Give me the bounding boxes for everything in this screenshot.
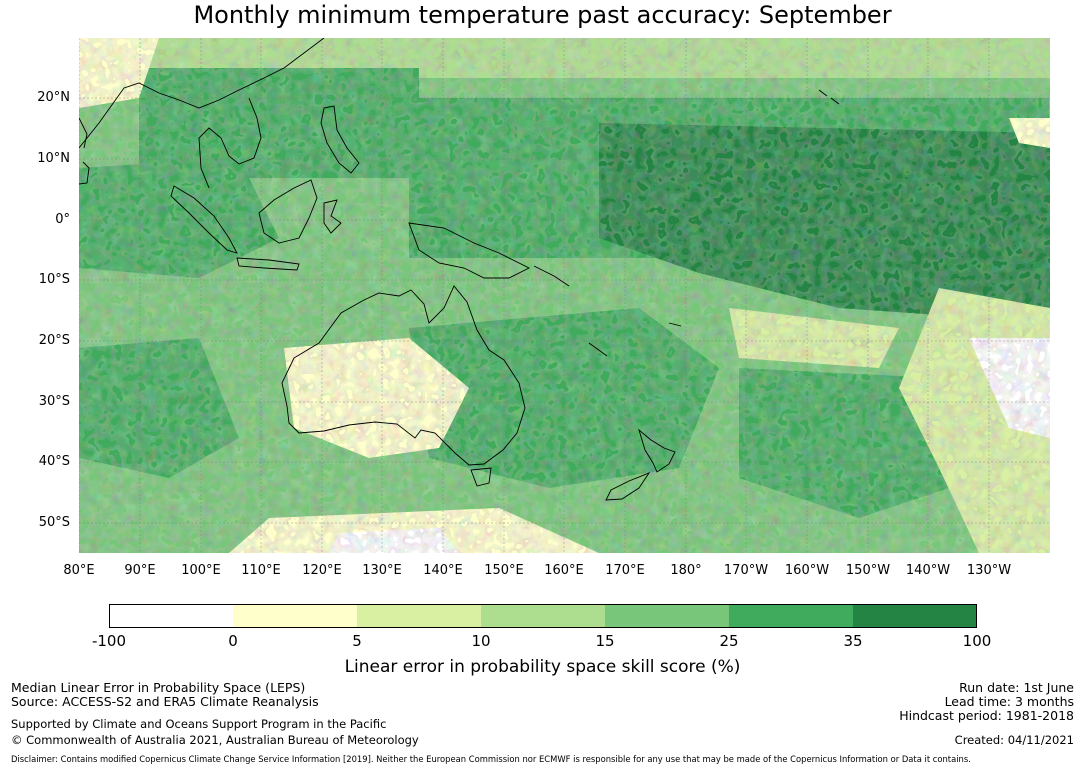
lon-label-110e: 110°E <box>241 563 281 578</box>
coastline-java <box>236 257 300 271</box>
lon-label-150w: 150°W <box>845 563 891 578</box>
coastline-fiji <box>668 322 682 327</box>
colorbar-tick-10: 10 <box>471 632 491 650</box>
lon-label-170w: 170°W <box>723 563 769 578</box>
coastline-hawaii <box>818 89 840 105</box>
lon-label-130w: 130°W <box>966 563 1012 578</box>
coastline-sumatra <box>170 185 238 254</box>
colorbar-segment-1 <box>109 604 233 628</box>
footer-copyright: © Commonwealth of Australia 2021, Austra… <box>11 733 419 747</box>
coastline-tasmania <box>470 467 492 487</box>
footer-disclaimer: Disclaimer: Contains modified Copernicus… <box>11 754 971 764</box>
lon-label-130e: 130°E <box>362 563 402 578</box>
colorbar-segment-2 <box>233 604 357 628</box>
lon-label-140e: 140°E <box>423 563 463 578</box>
lon-label-90e: 90°E <box>124 563 156 578</box>
footer-source: Source: ACCESS-S2 and ERA5 Climate Reana… <box>11 694 319 709</box>
colorbar-tick-5: 5 <box>352 632 362 650</box>
colorbar-segment-7 <box>853 604 977 628</box>
lat-label-equator: 0° <box>55 212 70 227</box>
lat-label-50s: 50°S <box>38 515 70 530</box>
lon-label-160w: 160°W <box>784 563 830 578</box>
colorbar-tick-15: 15 <box>595 632 615 650</box>
coastline-australia <box>281 285 526 466</box>
lat-label-30s: 30°S <box>38 394 70 409</box>
coastline-new-guinea <box>408 222 531 279</box>
lon-label-180: 180° <box>670 563 702 578</box>
lon-label-160e: 160°E <box>544 563 584 578</box>
colorbar-segment-3 <box>357 604 481 628</box>
coastline-borneo <box>258 179 318 244</box>
lon-label-140w: 140°W <box>905 563 951 578</box>
coastline-sulawesi <box>323 199 342 234</box>
lon-label-80e: 80°E <box>63 563 95 578</box>
coastline-sri-lanka <box>79 161 90 185</box>
coastline-india <box>79 117 88 149</box>
coastline-new-caledonia <box>588 342 608 357</box>
coastline-solomons <box>533 265 570 287</box>
colorbar-tick-minus-100: -100 <box>91 632 127 650</box>
colorbar <box>109 604 977 628</box>
coastline-indochina <box>79 38 325 189</box>
colorbar-segment-6 <box>729 604 853 628</box>
lon-label-170e: 170°E <box>605 563 645 578</box>
colorbar-segment-4 <box>481 604 605 628</box>
footer-run-date: Run date: 1st June <box>959 680 1074 695</box>
colorbar-segment-5 <box>605 604 729 628</box>
footer-lead-time: Lead time: 3 months <box>944 694 1074 709</box>
colorbar-tick-35: 35 <box>843 632 863 650</box>
footer-hindcast: Hindcast period: 1981-2018 <box>899 708 1074 723</box>
coastlines <box>79 38 840 501</box>
lat-label-10s: 10°S <box>38 272 70 287</box>
colorbar-tick-0: 0 <box>228 632 238 650</box>
gridlines <box>79 38 1050 553</box>
lon-label-100e: 100°E <box>181 563 221 578</box>
colorbar-tick-25: 25 <box>719 632 739 650</box>
lat-label-10n: 10°N <box>37 151 70 166</box>
skill-field <box>79 38 1050 553</box>
colorbar-tick-100: 100 <box>962 632 992 650</box>
coastline-philippines <box>320 105 360 174</box>
skill-score-map <box>79 38 1050 553</box>
lon-label-150e: 150°E <box>484 563 524 578</box>
footer-created: Created: 04/11/2021 <box>954 733 1074 747</box>
lat-label-20s: 20°S <box>38 333 70 348</box>
lat-label-20n: 20°N <box>37 90 70 105</box>
footer-method: Median Linear Error in Probability Space… <box>11 680 306 695</box>
coastline-new-zealand-south <box>605 472 651 501</box>
page-title: Monthly minimum temperature past accurac… <box>193 1 892 29</box>
lon-label-120e: 120°E <box>302 563 342 578</box>
coastline-new-zealand-north <box>638 428 676 473</box>
lat-label-40s: 40°S <box>38 454 70 469</box>
colorbar-label: Linear error in probability space skill … <box>344 657 741 677</box>
footer-support: Supported by Climate and Oceans Support … <box>11 717 387 731</box>
